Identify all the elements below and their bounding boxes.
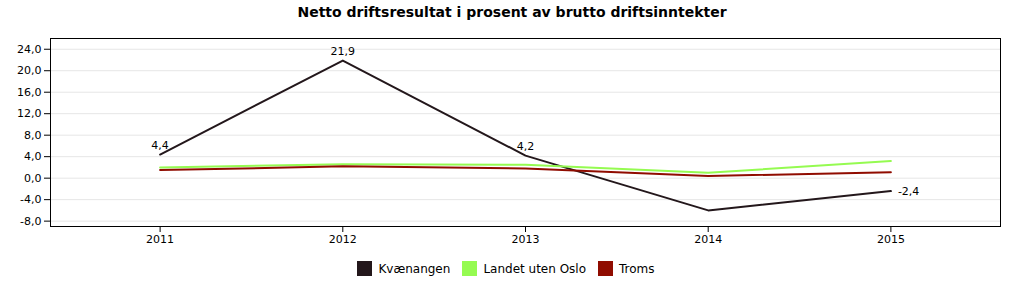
svg-text:2011: 2011 bbox=[146, 233, 174, 246]
svg-text:2013: 2013 bbox=[512, 233, 540, 246]
svg-text:12,0: 12,0 bbox=[17, 107, 42, 120]
svg-text:-2,4: -2,4 bbox=[898, 185, 919, 198]
svg-text:-8,0: -8,0 bbox=[20, 215, 41, 228]
svg-text:-4,0: -4,0 bbox=[20, 193, 41, 206]
svg-text:4,4: 4,4 bbox=[151, 139, 169, 152]
svg-text:16,0: 16,0 bbox=[17, 86, 42, 99]
svg-text:8,0: 8,0 bbox=[24, 129, 42, 142]
svg-text:4,2: 4,2 bbox=[517, 140, 535, 153]
svg-text:2014: 2014 bbox=[694, 233, 722, 246]
svg-text:4,0: 4,0 bbox=[24, 150, 42, 163]
svg-text:20,0: 20,0 bbox=[17, 64, 42, 77]
html-text:Netto driftsresultat i prosent: Netto driftsresultat i prosent av brutto… bbox=[297, 4, 727, 20]
html-text:Troms: Troms bbox=[619, 261, 655, 276]
html-text:Landet uten Oslo: Landet uten Oslo bbox=[483, 261, 586, 276]
html-text:Kvænangen: Kvænangen bbox=[378, 261, 451, 276]
svg-text:21,9: 21,9 bbox=[331, 45, 356, 58]
svg-text:2012: 2012 bbox=[329, 233, 357, 246]
svg-text:24,0: 24,0 bbox=[17, 43, 42, 56]
svg-text:0,0: 0,0 bbox=[24, 172, 42, 185]
svg-text:2015: 2015 bbox=[877, 233, 905, 246]
